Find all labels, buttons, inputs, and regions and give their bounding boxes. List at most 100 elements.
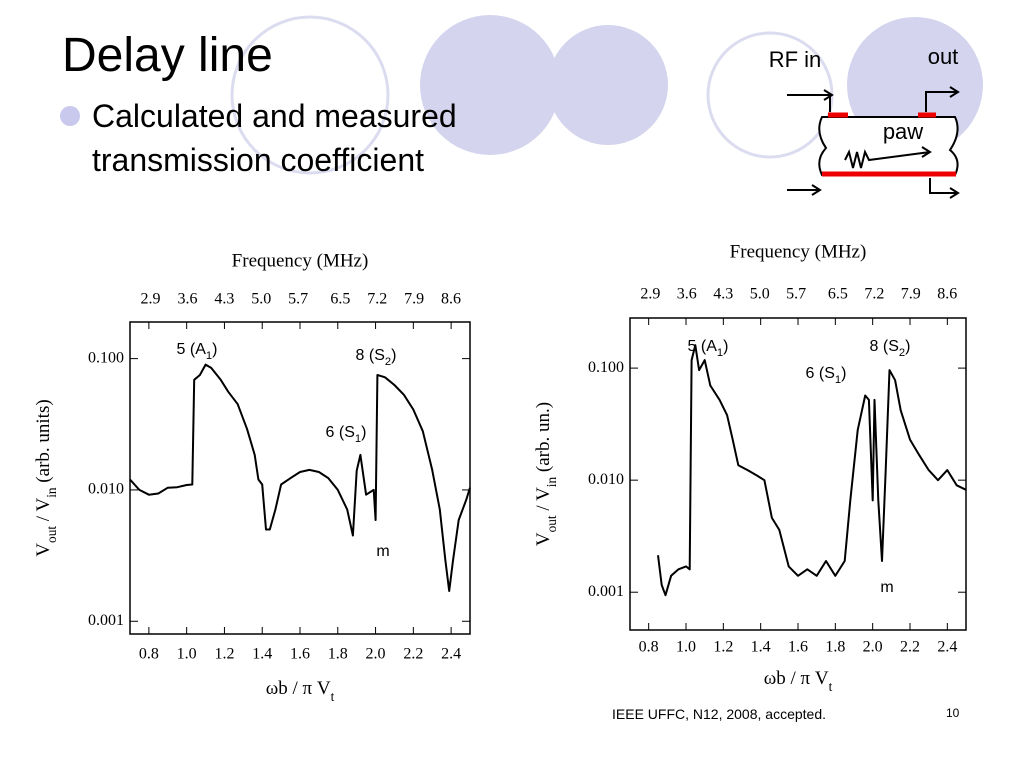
y-tick-label: 0.100 — [588, 359, 624, 376]
x-tick-label: 2.4 — [441, 646, 461, 663]
plot-frame — [129, 321, 471, 635]
x-tick-label: 2.0 — [863, 639, 883, 656]
annotation-part: m — [376, 543, 389, 560]
y-tick-label: 0.100 — [88, 349, 124, 366]
x-tick-label: 1.8 — [825, 639, 845, 656]
annotation: 8 (S2) — [356, 347, 397, 368]
x2-tick-label: 3.6 — [177, 291, 197, 308]
annotation: 6 (S1) — [806, 365, 847, 386]
annotation-part: 5 (A — [688, 338, 718, 355]
x2-tick-label: 7.2 — [367, 291, 387, 308]
x-tick-label: 0.8 — [139, 646, 159, 663]
x-tick-label: 0.8 — [639, 639, 659, 656]
charts: 0.8 1.0 1.2 1.4 1.6 1.8 2.0 2.2 2.4 2.9 3.6 4.3 5.0 5… — [33, 241, 967, 704]
y-axis-title: Vout / Vin (arb. un.) — [533, 402, 558, 546]
y-axis-title-part: (arb. un.) — [533, 402, 554, 477]
x-axis-title-part: ωb / π V — [266, 678, 331, 699]
x2-tick-label: 8.6 — [937, 286, 957, 303]
x-tick-label: 2.2 — [403, 646, 423, 663]
annotation-part: 2 — [899, 347, 905, 359]
annotation-part: ) — [841, 365, 846, 382]
annotation-part: ) — [361, 424, 366, 441]
x-tick-label: 1.6 — [290, 646, 310, 663]
data-line — [129, 363, 471, 592]
x-tick-label: 2.4 — [937, 639, 957, 656]
x2-tick-label: 4.3 — [214, 291, 234, 308]
annotation: m — [880, 579, 893, 596]
x2-tick-label: 2.9 — [640, 286, 660, 303]
diagram-label: paw — [883, 119, 923, 144]
y-axis-title-part: / V — [533, 487, 554, 515]
annotation-part: 8 (S — [870, 338, 899, 355]
x-tick-label: 1.6 — [788, 639, 808, 656]
annotation-part: 5 (A — [177, 341, 207, 358]
x2-tick-label: 2.9 — [141, 291, 161, 308]
annotation-part: 6 (S — [806, 365, 835, 382]
x2-tick-label: 4.3 — [713, 286, 733, 303]
x2-tick-label: 3.6 — [677, 286, 697, 303]
x2-axis-title: Frequency (MHz) — [232, 250, 369, 271]
x-tick-label: 1.8 — [328, 646, 348, 663]
annotation: 5 (A1) — [688, 338, 729, 359]
x-tick-label: 2.0 — [366, 646, 386, 663]
annotation: 6 (S1) — [326, 424, 367, 445]
x-tick-label: 2.2 — [900, 639, 920, 656]
x2-tick-label: 5.7 — [288, 291, 308, 308]
annotation-part: 6 (S — [326, 424, 355, 441]
x-tick-label: 1.2 — [214, 646, 234, 663]
y-axis-title-part: in — [44, 487, 59, 498]
y-tick-label: 0.001 — [588, 583, 624, 600]
annotation: 8 (S2) — [870, 338, 911, 359]
y-axis-title-part: in — [544, 476, 559, 487]
bullet-text: Calculated and measured transmission coe… — [92, 98, 457, 178]
annotation-part: 1 — [717, 347, 723, 359]
annotation-part: ) — [391, 347, 396, 364]
x2-tick-label: 5.0 — [251, 291, 271, 308]
x2-tick-label: 8.6 — [441, 291, 461, 308]
diagram-label: out — [928, 44, 959, 69]
x-tick-label: 1.2 — [713, 639, 733, 656]
annotation-part: 1 — [835, 374, 841, 386]
annotation-part: 1 — [206, 350, 212, 362]
y-axis-title-part: (arb. units) — [33, 399, 54, 487]
annotation-part: 8 (S — [356, 347, 385, 364]
y-axis-title-part: out — [544, 515, 559, 532]
slide-title: Delay line — [62, 29, 273, 82]
x-tick-label: 1.4 — [751, 639, 771, 656]
x-axis-title-part: t — [829, 679, 833, 694]
y-axis-title: Vout / Vin (arb. units) — [33, 399, 58, 556]
x2-tick-label: 5.0 — [750, 286, 770, 303]
x-axis-title-part: t — [331, 689, 335, 704]
plot-frame — [629, 317, 967, 631]
x2-tick-label: 7.9 — [404, 291, 424, 308]
annotation: m — [376, 543, 389, 560]
x2-tick-label: 6.5 — [828, 286, 848, 303]
x2-tick-label: 5.7 — [786, 286, 806, 303]
annotation-part: m — [880, 579, 893, 596]
y-axis-title-part: / V — [33, 498, 54, 526]
y-tick-label: 0.010 — [588, 471, 624, 488]
x-tick-label: 1.0 — [177, 646, 197, 663]
footer-citation: IEEE UFFC, N12, 2008, accepted. — [612, 706, 826, 722]
data-line — [657, 344, 967, 597]
annotation-part: 1 — [355, 433, 361, 445]
annotation-part: ) — [723, 338, 728, 355]
x-tick-label: 1.0 — [676, 639, 696, 656]
y-axis-title-part: V — [33, 543, 54, 557]
x2-axis-title: Frequency (MHz) — [730, 241, 867, 262]
delay-line-diagram — [787, 86, 960, 199]
y-axis-title-part: out — [44, 526, 59, 543]
annotation-part: ) — [212, 341, 217, 358]
diagram-label: RF in — [769, 47, 822, 72]
annotation: 5 (A1) — [177, 341, 218, 362]
x-axis-title-part: ωb / π V — [764, 668, 829, 689]
x-axis-title: ωb / π Vt — [764, 668, 833, 693]
page-number: 10 — [946, 706, 960, 720]
x-axis-title: ωb / π Vt — [266, 678, 335, 703]
y-tick-label: 0.001 — [88, 612, 124, 629]
x2-tick-label: 7.9 — [901, 286, 921, 303]
annotation-part: ) — [905, 338, 910, 355]
bullet-dot — [60, 106, 80, 126]
